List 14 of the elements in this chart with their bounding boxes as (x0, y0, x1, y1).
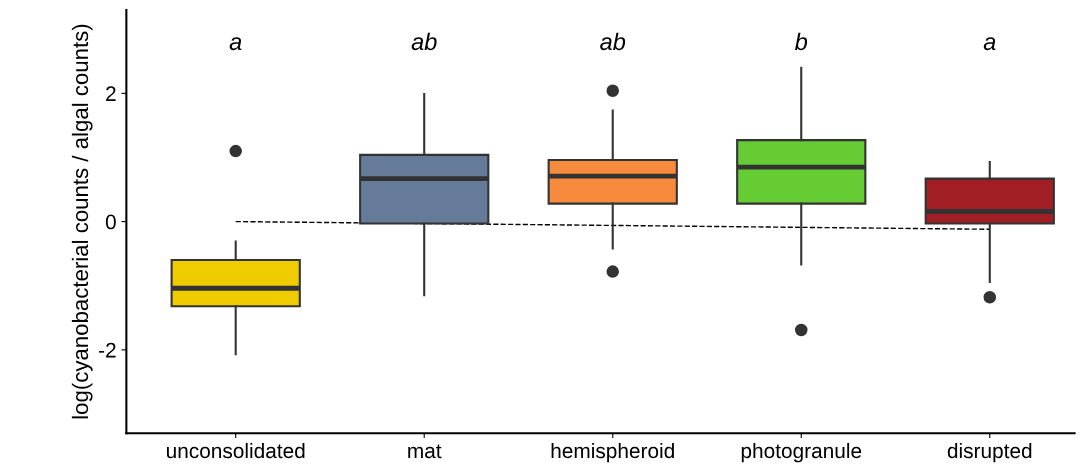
x-tick-label: unconsolidated (166, 442, 305, 459)
annotation: ab (600, 32, 626, 51)
annotation: b (795, 32, 808, 51)
x-tick-label: mat (408, 444, 442, 459)
annotation: ab (411, 32, 437, 51)
y-tick-label: 2 (106, 86, 116, 101)
y-axis-title: log(cyanobacterial counts / algal counts) (71, 24, 93, 419)
annotation: a (229, 37, 242, 51)
x-tick-label: hemispheroid (551, 442, 674, 463)
y-tick-label: -2 (99, 342, 116, 358)
x-tick-label: disrupted (947, 442, 1032, 463)
x-tick-label: photogranule (741, 442, 862, 463)
y-tick-label: 0 (105, 214, 116, 230)
annotation: a (983, 37, 996, 51)
